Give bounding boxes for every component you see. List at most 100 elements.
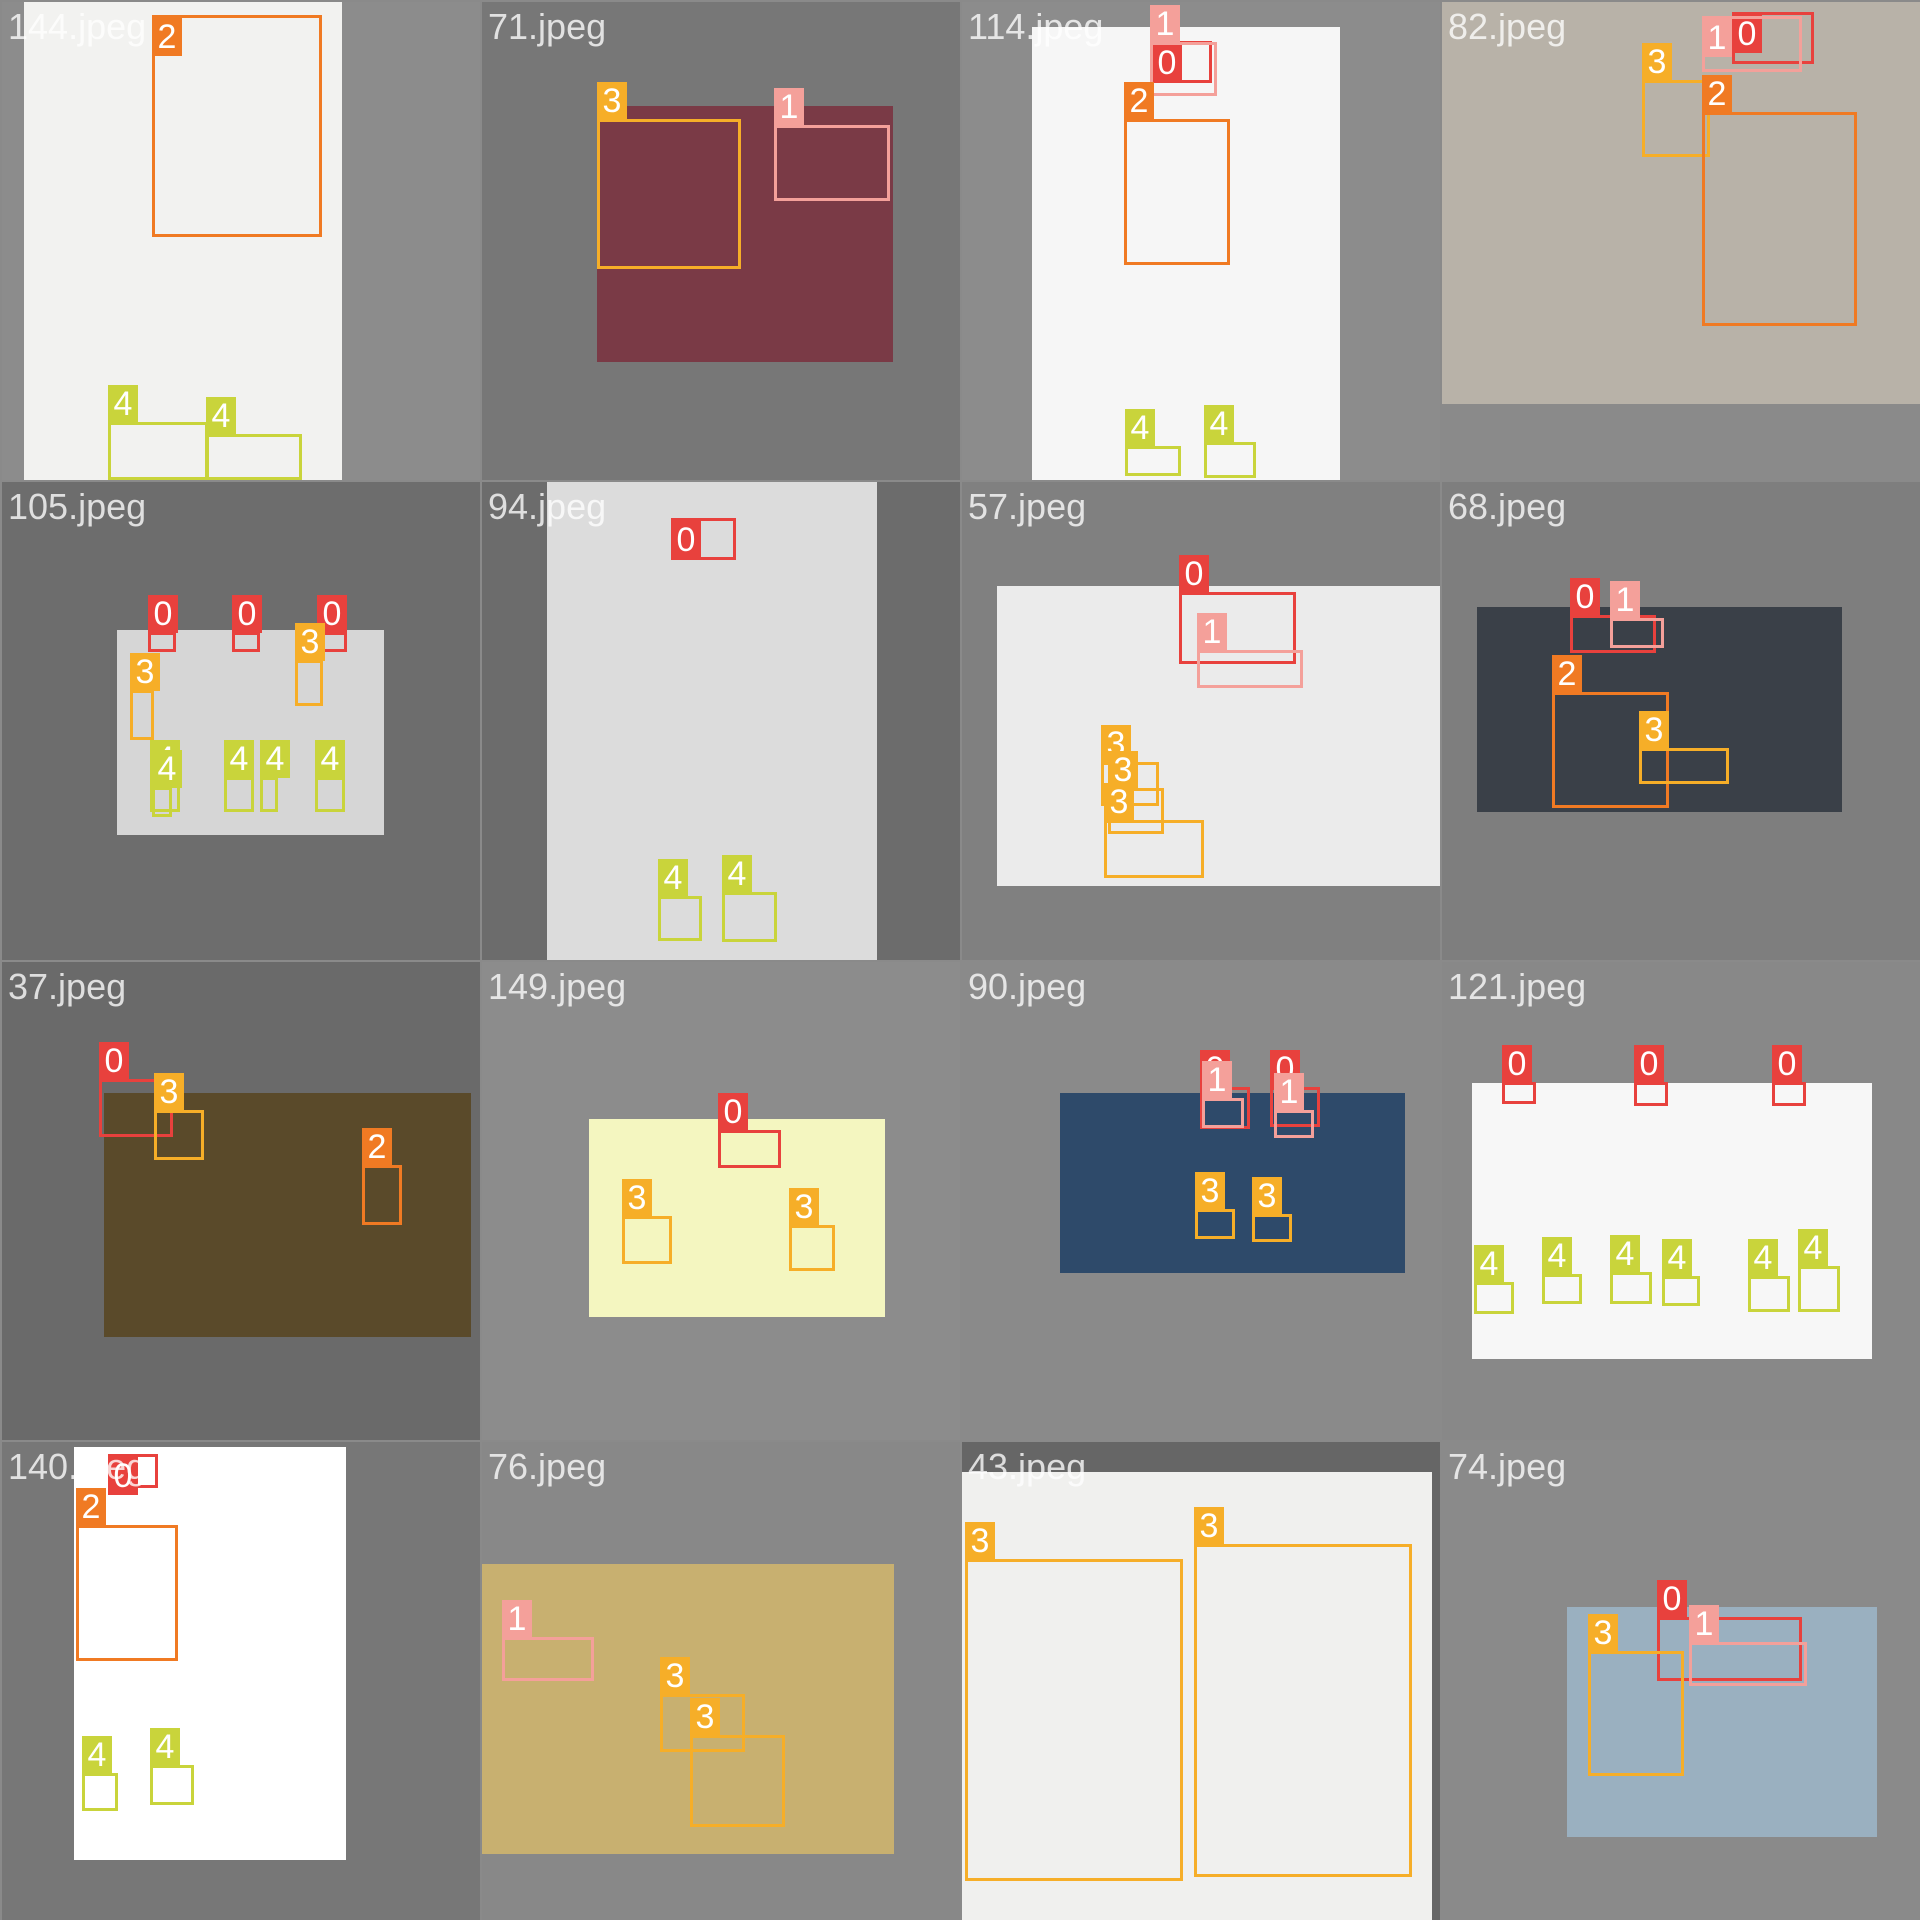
bounding-box-class-3: 3: [622, 1179, 672, 1264]
tile-photo: [74, 1447, 346, 1860]
bounding-box-class-3: 3: [1642, 43, 1710, 157]
box-class-label: 3: [1108, 751, 1138, 789]
box-class-label: 2: [1702, 75, 1732, 113]
box-class-label: 1: [502, 1600, 532, 1638]
bounding-box-class-0: 0: [718, 1093, 781, 1168]
box-class-label: 0: [99, 1042, 129, 1080]
bounding-box-class-1: 1: [1702, 16, 1802, 72]
box-class-label: 1: [1610, 581, 1640, 619]
bounding-box-class-2: 2: [1124, 82, 1230, 265]
box-class-label: 4: [152, 750, 182, 788]
tile-filename: 114.jpeg: [968, 6, 1104, 47]
box-class-label: 0: [232, 595, 262, 633]
bounding-box-class-0: 0: [1772, 1045, 1806, 1106]
box-class-label: 3: [1588, 1614, 1618, 1652]
bounding-box-class-4: 4: [260, 740, 290, 812]
bounding-box-class-3: 3: [295, 623, 325, 706]
tile-photo: [1472, 1083, 1872, 1359]
box-class-label: 0: [148, 595, 178, 633]
bounding-box-class-3: 3: [154, 1073, 204, 1160]
box-class-label: 3: [1642, 43, 1672, 81]
mosaic-tile: 43.jpeg 3 3: [962, 1442, 1440, 1920]
mosaic-tile: 105.jpeg0003344444: [2, 482, 480, 960]
box-class-label: 0: [1502, 1045, 1532, 1083]
box-class-label: 4: [722, 855, 752, 893]
box-class-label: 3: [154, 1073, 184, 1111]
box-class-label: 2: [1552, 655, 1582, 693]
box-class-label: 3: [1639, 711, 1669, 749]
tile-filename: 43.jpeg: [968, 1446, 1087, 1487]
bounding-box-class-3: 3: [965, 1522, 1183, 1881]
box-class-label: 4: [150, 1728, 180, 1766]
box-class-label: 1: [1197, 613, 1227, 651]
tile-filename: 90.jpeg: [968, 966, 1087, 1007]
mosaic-tile: 57.jpeg 0 1 3 3 3: [962, 482, 1440, 960]
bounding-box-class-4: 4: [82, 1736, 118, 1811]
bounding-box-class-3: 3: [1639, 711, 1729, 784]
box-class-label: 3: [597, 82, 627, 120]
box-class-label: 0: [108, 1457, 138, 1495]
tile-filename: 94.jpeg: [488, 486, 607, 527]
bounding-box-class-3: 3: [1104, 783, 1204, 878]
bounding-box-class-4: 4: [1610, 1235, 1652, 1304]
bounding-box-class-4: 4: [315, 740, 345, 812]
bounding-box-class-1: 1: [1150, 5, 1217, 96]
mosaic-tile: 68.jpeg 0 1 2 3: [1442, 482, 1920, 960]
box-class-label: 0: [1772, 1045, 1802, 1083]
box-class-label: 1: [1202, 1061, 1232, 1099]
mosaic-tile: 74.jpeg 0 1 3: [1442, 1442, 1920, 1920]
box-class-label: 0: [1570, 578, 1600, 616]
mosaic-tile: 76.jpeg 1 3 3: [482, 1442, 960, 1920]
bounding-box-class-3: 3: [1588, 1614, 1684, 1776]
bounding-box-class-0: 0: [99, 1042, 173, 1137]
bounding-box-class-4: 4: [1474, 1245, 1514, 1314]
bounding-box-class-2: 2: [152, 15, 322, 237]
box-class-label: 3: [1252, 1177, 1282, 1215]
bounding-box-class-2: 2: [362, 1128, 402, 1225]
bounding-box-class-4: 4: [1125, 409, 1181, 476]
box-class-label: 4: [1474, 1245, 1504, 1283]
mosaic-tile: 144.jpeg 2 4 4: [2, 2, 480, 480]
box-class-label: 4: [1610, 1235, 1640, 1273]
bounding-box-class-3: 3: [597, 82, 741, 269]
box-class-label: 1: [1274, 1073, 1304, 1111]
mosaic-tile: 90.jpeg001133: [962, 962, 1440, 1440]
box-class-label: 2: [362, 1128, 392, 1166]
box-class-label: 0: [1634, 1045, 1664, 1083]
box-class-label: 3: [130, 653, 160, 691]
bounding-box-class-4: 4: [206, 397, 302, 480]
box-class-label: 4: [108, 385, 138, 423]
bounding-box-class-0: 0: [1657, 1580, 1802, 1681]
mosaic-tile: 114.jpeg 0 1 2 4 4: [962, 2, 1440, 480]
tile-filename: 144.jpeg: [8, 6, 147, 47]
box-class-label: 1: [1689, 1605, 1719, 1643]
tile-filename: 71.jpeg: [488, 6, 607, 47]
tile-photo: [1477, 607, 1842, 812]
mosaic-tile: 94.jpeg 0 4 4: [482, 482, 960, 960]
bounding-box-class-1: 1: [1610, 581, 1664, 648]
tile-photo: [547, 482, 877, 960]
bounding-box-class-3: 3: [1195, 1172, 1235, 1239]
bounding-box-class-0: 0: [232, 595, 262, 652]
box-class-label: 3: [295, 623, 325, 661]
tile-filename: 37.jpeg: [8, 966, 127, 1007]
tile-filename: 149.jpeg: [488, 966, 627, 1007]
box-class-label: 2: [152, 18, 182, 56]
tile-photo: [1442, 2, 1920, 404]
box-class-label: 4: [260, 740, 290, 778]
bounding-box-class-4: 4: [152, 750, 182, 817]
box-class-label: 0: [1152, 44, 1182, 82]
tile-filename: 76.jpeg: [488, 1446, 607, 1487]
tile-filename: 105.jpeg: [8, 486, 147, 527]
box-class-label: 3: [1194, 1507, 1224, 1545]
bounding-box-class-0: 0: [317, 595, 347, 652]
box-class-label: 4: [1542, 1237, 1572, 1275]
box-class-label: 4: [206, 397, 236, 435]
box-class-label: 1: [1702, 19, 1732, 57]
box-class-label: 0: [718, 1093, 748, 1131]
mosaic-tile: 149.jpeg 0 3 3: [482, 962, 960, 1440]
bounding-box-class-4: 4: [1748, 1239, 1790, 1312]
tile-photo: [1060, 1093, 1405, 1273]
bounding-box-class-1: 1: [1202, 1061, 1244, 1128]
bounding-box-class-4: 4: [1798, 1229, 1840, 1312]
